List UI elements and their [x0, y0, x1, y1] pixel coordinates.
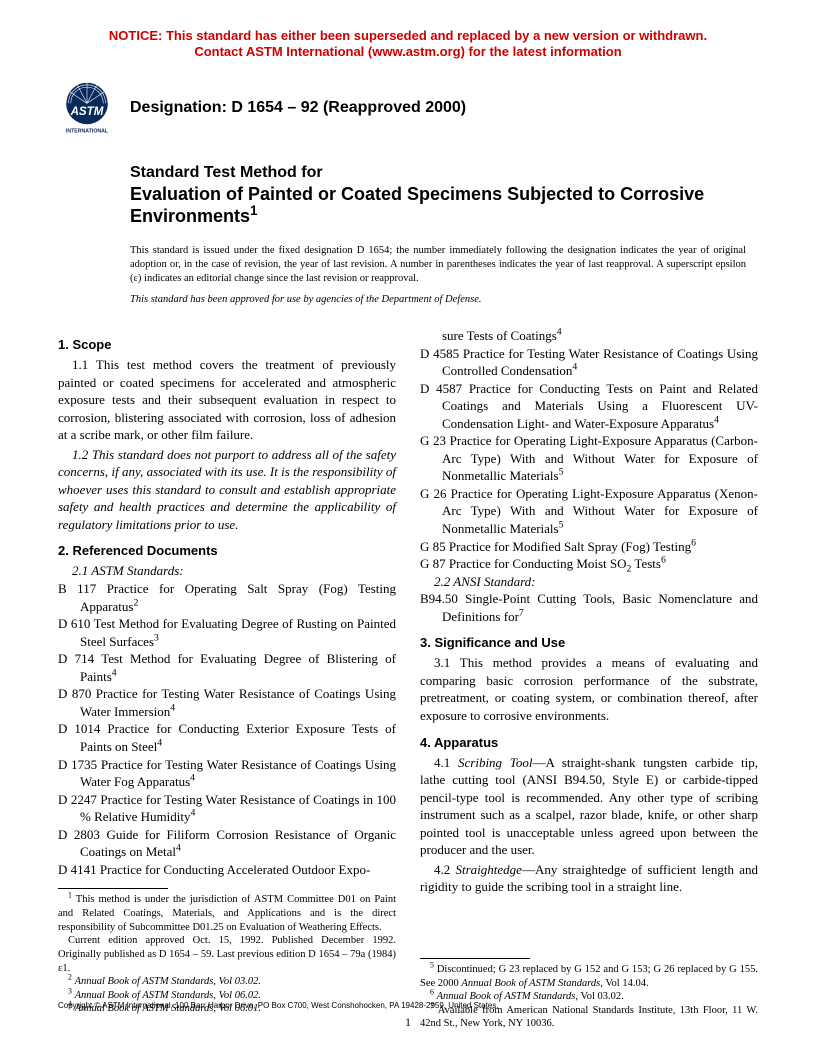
scope-p2: 1.2 This standard does not purport to ad… — [58, 446, 396, 534]
body-columns: 1. Scope 1.1 This test method covers the… — [58, 327, 758, 1031]
ref-item: D 714 Test Method for Evaluating Degree … — [58, 650, 396, 685]
scope-p1: 1.1 This test method covers the treatmen… — [58, 356, 396, 444]
notice-banner: NOTICE: This standard has either been su… — [0, 0, 816, 61]
footnote-separator — [58, 888, 168, 889]
footnote: 1 This method is under the jurisdiction … — [58, 893, 396, 934]
footnote-separator-right — [420, 958, 530, 959]
right-column: sure Tests of Coatings4 D 4585 Practice … — [420, 327, 758, 1031]
refs-head: 2. Referenced Documents — [58, 543, 396, 558]
designation: Designation: D 1654 – 92 (Reapproved 200… — [130, 99, 466, 117]
ref-item: D 2247 Practice for Testing Water Resist… — [58, 791, 396, 826]
astm-stds-label: 2.1 ASTM Standards: — [58, 562, 396, 580]
page-number: 1 — [0, 1015, 816, 1030]
left-column: 1. Scope 1.1 This test method covers the… — [58, 327, 396, 1031]
footnotes-left: 1 This method is under the jurisdiction … — [58, 893, 396, 1016]
ref-item: D 4585 Practice for Testing Water Resist… — [420, 345, 758, 380]
ref-cont: sure Tests of Coatings4 — [420, 327, 758, 345]
refs-right-list: D 4585 Practice for Testing Water Resist… — [420, 345, 758, 573]
ref-item: D 4587 Practice for Conducting Tests on … — [420, 380, 758, 433]
app-p1: 4.1 Scribing Tool—A straight-shank tungs… — [420, 754, 758, 859]
title-block: Standard Test Method for Evaluation of P… — [130, 163, 746, 228]
footnote: Current edition approved Oct. 15, 1992. … — [58, 934, 396, 975]
app-head: 4. Apparatus — [420, 735, 758, 750]
scope-head: 1. Scope — [58, 337, 396, 352]
refs-left-list: B 117 Practice for Operating Salt Spray … — [58, 580, 396, 878]
issued-note: This standard is issued under the fixed … — [130, 244, 746, 287]
ref-item: D 1014 Practice for Conducting Exterior … — [58, 720, 396, 755]
title-prefix: Standard Test Method for — [130, 163, 746, 183]
ref-item: D 870 Practice for Testing Water Resista… — [58, 685, 396, 720]
ref-item: B 117 Practice for Operating Salt Spray … — [58, 580, 396, 615]
ref-item: G 26 Practice for Operating Light-Exposu… — [420, 485, 758, 538]
sig-p1: 3.1 This method provides a means of eval… — [420, 654, 758, 724]
svg-text:INTERNATIONAL: INTERNATIONAL — [66, 128, 109, 134]
ref-item: D 1735 Practice for Testing Water Resist… — [58, 756, 396, 791]
notice-line2: Contact ASTM International (www.astm.org… — [194, 44, 621, 59]
ref-item: G 85 Practice for Modified Salt Spray (F… — [420, 538, 758, 556]
svg-text:ASTM: ASTM — [70, 104, 104, 117]
astm-logo: ASTM INTERNATIONAL — [58, 79, 116, 137]
footnote: 5 Discontinued; G 23 replaced by G 152 a… — [420, 963, 758, 990]
ref-item: G 23 Practice for Operating Light-Exposu… — [420, 432, 758, 485]
notice-line1: NOTICE: This standard has either been su… — [109, 28, 707, 43]
ref-item: D 610 Test Method for Evaluating Degree … — [58, 615, 396, 650]
copyright: Copyright © ASTM International, 100 Barr… — [58, 1001, 499, 1010]
header-row: ASTM INTERNATIONAL Designation: D 1654 –… — [58, 79, 816, 137]
ref-item: G 87 Practice for Conducting Moist SO2 T… — [420, 555, 758, 573]
ansi-ref: B94.50 Single-Point Cutting Tools, Basic… — [420, 590, 758, 625]
app-p2: 4.2 Straightedge—Any straightedge of suf… — [420, 861, 758, 896]
ref-item: D 4141 Practice for Conducting Accelerat… — [58, 861, 396, 879]
ref-item: D 2803 Guide for Filiform Corrosion Resi… — [58, 826, 396, 861]
title-main: Evaluation of Painted or Coated Specimen… — [130, 183, 746, 228]
sig-head: 3. Significance and Use — [420, 635, 758, 650]
dod-note: This standard has been approved for use … — [130, 294, 746, 305]
ansi-std-label: 2.2 ANSI Standard: — [420, 573, 758, 591]
footnote: 2 Annual Book of ASTM Standards, Vol 03.… — [58, 975, 396, 989]
